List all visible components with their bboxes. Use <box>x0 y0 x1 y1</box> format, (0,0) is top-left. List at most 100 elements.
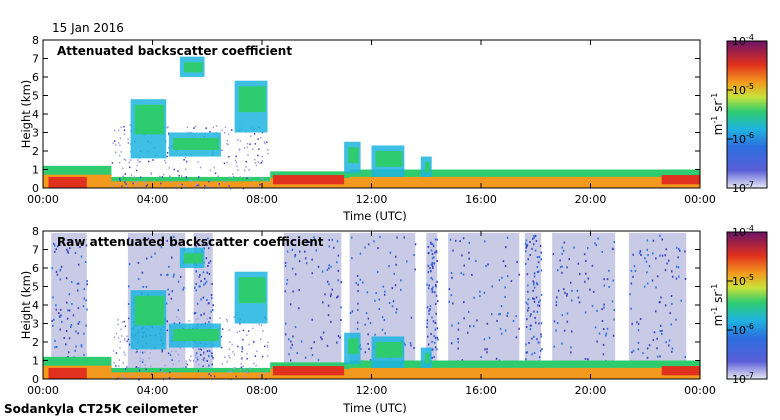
noise-pixel <box>86 283 88 286</box>
noise-pixel <box>429 267 431 270</box>
noise-pixel <box>359 278 362 281</box>
scatter-pixel <box>120 328 122 331</box>
noise-pixel <box>526 318 528 321</box>
noise-pixel <box>375 292 377 295</box>
scatter-pixel <box>146 184 149 186</box>
noise-pixel <box>433 335 435 338</box>
noise-pixel <box>59 308 62 311</box>
y-tick-label: 4 <box>32 108 39 121</box>
noise-pixel <box>54 339 56 342</box>
scatter-pixel <box>175 350 177 353</box>
scatter-pixel <box>123 320 125 323</box>
noise-pixel <box>431 316 433 319</box>
scatter-pixel <box>237 138 239 141</box>
noise-pixel <box>172 275 175 278</box>
noise-pixel <box>85 244 88 247</box>
noise-pixel <box>608 286 610 289</box>
scatter-pixel <box>138 378 140 381</box>
noise-pixel <box>433 341 436 344</box>
scatter-pixel <box>130 159 132 161</box>
noise-pixel <box>55 270 58 273</box>
scatter-pixel <box>196 356 199 358</box>
scatter-pixel <box>179 183 181 186</box>
noise-pixel <box>653 331 656 334</box>
noise-pixel <box>434 321 437 324</box>
scatter-pixel <box>178 318 180 321</box>
noise-pixel <box>65 343 67 346</box>
scatter-pixel <box>119 347 121 349</box>
scatter-pixel <box>193 127 195 129</box>
noise-pixel <box>527 290 529 293</box>
noise-pixel <box>589 288 591 291</box>
noise-pixel <box>563 329 566 332</box>
noise-pixel <box>194 286 196 289</box>
scatter-pixel <box>180 175 183 177</box>
y-axis: 0 1 2 3 4 5 6 7 8 <box>32 34 700 195</box>
scatter-pixel <box>113 362 115 364</box>
noise-pixel <box>505 246 507 249</box>
noise-pixel <box>285 322 287 325</box>
noise-pixel <box>77 307 80 310</box>
noise-pixel <box>532 280 534 283</box>
x-axis-label: Time (UTC) <box>342 401 407 415</box>
scatter-pixel <box>136 180 139 183</box>
noise-pixel <box>310 347 313 350</box>
scatter-pixel <box>195 354 197 357</box>
scatter-pixel <box>177 353 180 356</box>
noise-pixel <box>639 250 642 253</box>
scatter-pixel <box>246 370 249 373</box>
scatter-pixel <box>125 365 128 368</box>
noise-pixel <box>460 272 462 275</box>
noise-pixel <box>436 348 438 351</box>
scatter-pixel <box>239 322 241 325</box>
noise-pixel <box>432 320 435 323</box>
noise-pixel <box>435 250 438 253</box>
noise-pixel <box>561 246 563 249</box>
noise-pixel <box>498 313 500 316</box>
scatter-pixel <box>246 177 248 180</box>
noise-pixel <box>212 356 214 359</box>
noise-pixel <box>128 237 130 240</box>
colorbar-ticks: 10-7 10-6 10-5 10-4 <box>727 33 754 195</box>
colorbar-tick-label: 10-4 <box>732 33 754 48</box>
noise-pixel <box>450 272 453 275</box>
noise-pixel <box>495 357 498 360</box>
noise-pixel <box>168 293 170 296</box>
scatter-pixel <box>261 355 264 358</box>
scatter-pixel <box>184 156 187 159</box>
noise-pixel <box>429 308 431 311</box>
cloud-core <box>424 162 430 173</box>
noise-pixel <box>484 240 486 243</box>
scatter-pixel <box>267 355 269 357</box>
noise-pixel <box>59 328 61 331</box>
noise-pixel <box>65 330 68 333</box>
scatter-pixel <box>221 129 223 132</box>
noise-pixel <box>376 271 379 274</box>
noise-pixel <box>433 262 436 265</box>
noise-pixel <box>526 244 529 247</box>
scatter-pixel <box>226 161 228 164</box>
scatter-pixel <box>160 186 162 189</box>
noise-pixel <box>310 241 313 244</box>
noise-pixel <box>525 325 528 328</box>
scatter-pixel <box>124 353 126 356</box>
noise-pixel <box>530 313 532 316</box>
noise-pixel <box>160 246 163 249</box>
noise-pixel <box>598 332 601 335</box>
scatter-pixel <box>124 377 126 379</box>
scatter-pixel <box>129 166 131 169</box>
noise-pixel <box>56 245 59 248</box>
scatter-pixel <box>251 148 254 151</box>
noise-pixel <box>587 358 589 361</box>
scatter-pixel <box>128 161 131 164</box>
scatter-pixel <box>115 352 118 354</box>
noise-pixel <box>286 250 289 253</box>
noise-pixel <box>426 319 429 322</box>
scatter-pixel <box>115 144 117 146</box>
scatter-pixel <box>264 142 266 145</box>
y-tick-label: 0 <box>32 182 39 195</box>
scatter-pixel <box>183 159 185 161</box>
noise-pixel <box>646 248 649 251</box>
noise-pixel <box>395 255 397 258</box>
noise-pixel <box>383 290 386 293</box>
